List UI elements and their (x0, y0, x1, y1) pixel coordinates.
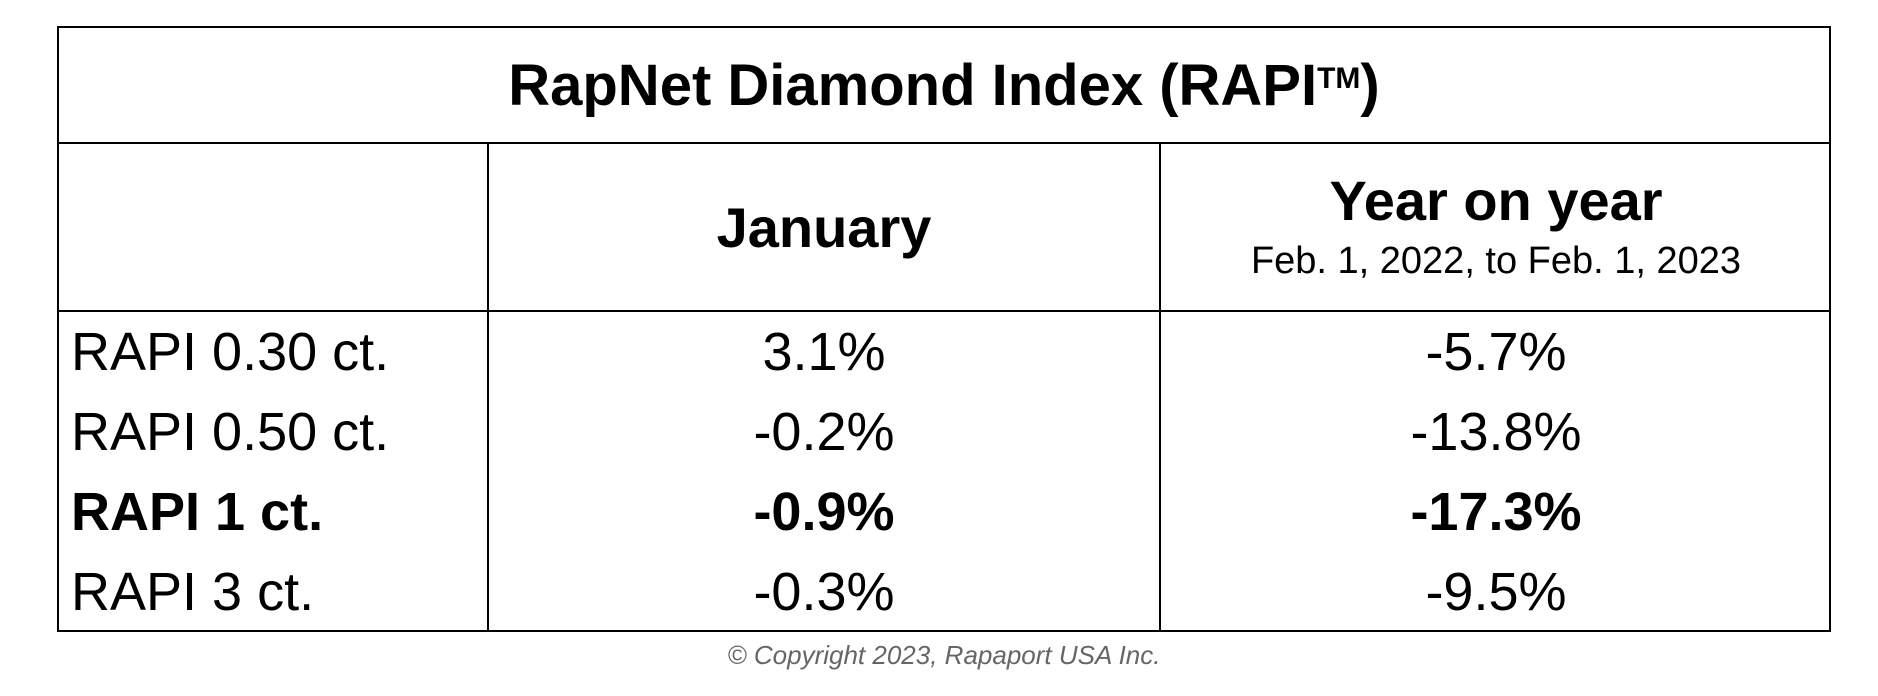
row-label: RAPI 1 ct. (71, 482, 324, 542)
table-title: RapNet Diamond Index (RAPI TM) (59, 28, 1829, 144)
column-divider (487, 144, 489, 630)
table-row: RAPI 0.30 ct. 3.1% -5.7% (59, 312, 1829, 392)
january-value: -0.2% (753, 402, 895, 462)
row-label: RAPI 3 ct. (71, 562, 315, 622)
yoy-value: -17.3% (1410, 482, 1582, 542)
yoy-value: -9.5% (1425, 562, 1567, 622)
january-value: 3.1% (762, 322, 886, 382)
trademark-mark: TM (1317, 62, 1361, 95)
table-row: RAPI 0.50 ct. -0.2% -13.8% (59, 392, 1829, 472)
january-value: -0.9% (753, 482, 895, 542)
header-row: January Year on year Feb. 1, 2022, to Fe… (59, 144, 1829, 312)
header-yoy-date-range: Feb. 1, 2022, to Feb. 1, 2023 (1250, 240, 1742, 282)
header-yoy-title: Year on year (1329, 169, 1663, 232)
table-title-close: ) (1360, 52, 1380, 118)
copyright-notice: © Copyright 2023, Rapaport USA Inc. (727, 640, 1161, 670)
header-year-on-year: Year on year Feb. 1, 2022, to Feb. 1, 20… (1161, 144, 1831, 310)
table-row: RAPI 1 ct. -0.9% -17.3% (59, 472, 1829, 552)
yoy-value: -5.7% (1425, 322, 1567, 382)
table-body: RAPI 0.30 ct. 3.1% -5.7% RAPI 0.50 ct. -… (59, 312, 1829, 632)
header-january: January (716, 195, 932, 259)
table-title-text: RapNet Diamond Index (RAPI (508, 52, 1318, 118)
january-value: -0.3% (753, 562, 895, 622)
rapi-table: RapNet Diamond Index (RAPI TM) January Ye… (57, 26, 1831, 632)
yoy-value: -13.8% (1410, 402, 1582, 462)
row-label: RAPI 0.30 ct. (71, 322, 390, 382)
row-label: RAPI 0.50 ct. (71, 402, 390, 462)
column-divider (1159, 144, 1161, 630)
table-row: RAPI 3 ct. -0.3% -9.5% (59, 552, 1829, 632)
